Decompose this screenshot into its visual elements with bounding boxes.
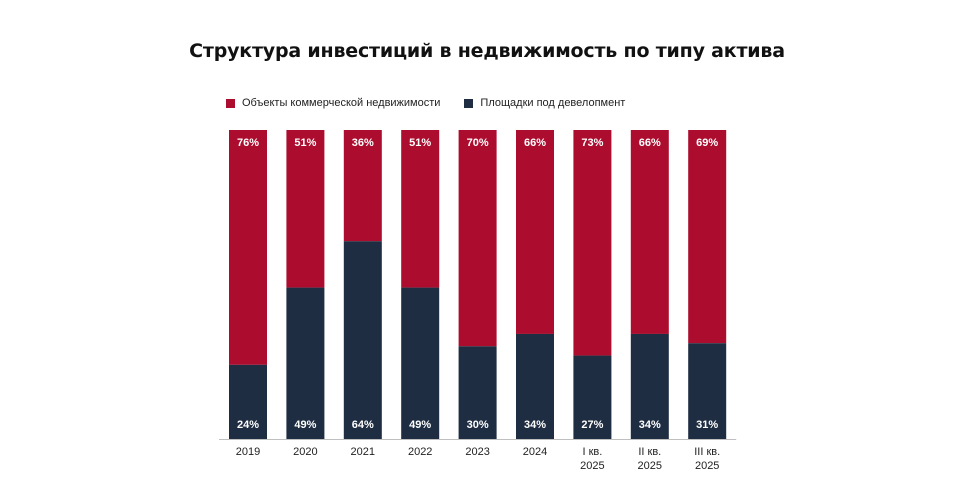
data-label-development: 27% <box>581 419 603 431</box>
bar-development <box>286 287 325 439</box>
data-label-development: 49% <box>409 419 431 431</box>
data-label-commercial: 51% <box>294 137 316 149</box>
x-tick-label: 2024 <box>523 446 547 458</box>
x-tick-label: 2025 <box>695 460 719 472</box>
legend-item-development: Площадки под девелопмент <box>464 97 625 109</box>
bar-commercial <box>343 130 382 242</box>
data-label-development: 30% <box>467 419 489 431</box>
data-label-commercial: 69% <box>696 137 718 149</box>
legend: Объекты коммерческой недвижимости Площад… <box>226 96 649 110</box>
x-tick-label: 2021 <box>351 446 375 458</box>
bar-commercial <box>286 130 325 288</box>
data-label-development: 34% <box>524 419 546 431</box>
bar-development <box>229 364 267 439</box>
data-label-commercial: 66% <box>524 137 546 149</box>
x-tick-label: III кв. <box>694 446 720 458</box>
bar-commercial <box>688 130 727 344</box>
data-label-development: 24% <box>237 419 259 431</box>
data-label-commercial: 66% <box>639 137 661 149</box>
bar-development <box>630 333 669 439</box>
data-label-development: 34% <box>639 419 661 431</box>
x-tick-label: I кв. <box>582 446 602 458</box>
bar-commercial <box>229 130 267 365</box>
x-tick-label: 2025 <box>580 460 604 472</box>
bar-development <box>458 346 497 439</box>
data-label-commercial: 51% <box>409 137 431 149</box>
bar-commercial <box>516 130 554 334</box>
bar-commercial <box>458 130 497 347</box>
x-tick-label: 2022 <box>408 446 432 458</box>
bar-development <box>401 287 440 439</box>
x-tick-label: II кв. <box>638 446 661 458</box>
legend-swatch-development <box>464 98 474 108</box>
x-tick-label: 2025 <box>638 460 662 472</box>
data-label-development: 31% <box>696 419 718 431</box>
bar-development <box>516 333 554 439</box>
legend-label-development: Площадки под девелопмент <box>480 97 626 109</box>
data-label-commercial: 70% <box>467 137 489 149</box>
x-tick-label: 2023 <box>465 446 489 458</box>
bar-commercial <box>573 130 612 356</box>
x-tick-label: 2019 <box>236 446 260 458</box>
data-label-commercial: 36% <box>352 137 374 149</box>
chart-title: Структура инвестиций в недвижимость по т… <box>189 40 785 62</box>
bar-commercial <box>401 130 440 288</box>
legend-swatch-commercial <box>226 98 235 108</box>
data-label-development: 49% <box>294 419 316 431</box>
bar-development <box>573 355 612 439</box>
bar-development <box>343 241 382 439</box>
data-label-commercial: 76% <box>237 137 259 149</box>
bar-development <box>688 343 727 439</box>
data-label-commercial: 73% <box>581 137 603 149</box>
legend-item-commercial: Объекты коммерческой недвижимости <box>226 97 440 109</box>
bar-commercial <box>630 130 669 334</box>
data-label-development: 64% <box>352 419 374 431</box>
x-tick-label: 2020 <box>293 446 317 458</box>
legend-label-commercial: Объекты коммерческой недвижимости <box>242 97 441 109</box>
